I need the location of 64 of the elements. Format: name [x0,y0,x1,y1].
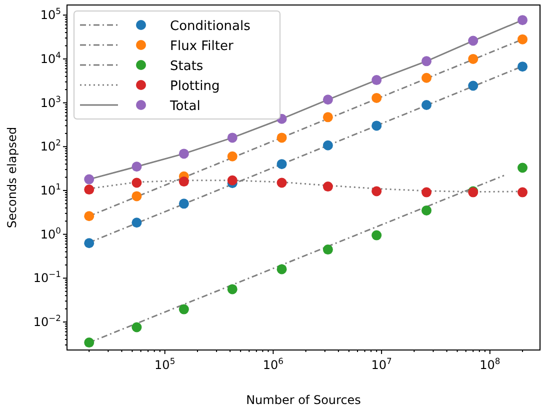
x-tick-label: 10$^{6}$ [262,356,284,372]
point [518,187,528,198]
point [178,304,189,314]
x-axis-title: Number of Sources [246,393,361,407]
point [422,187,432,198]
legend-label: Flux Filter [170,39,234,54]
legend-label: Total [169,99,200,114]
x-tick-label: 10$^{8}$ [480,356,500,372]
point [132,322,142,332]
point [372,186,382,196]
point [372,92,382,103]
legend-label: Stats [170,59,204,74]
x-tick-label: 10$^{7}$ [371,356,392,372]
point [178,148,189,159]
point [132,178,142,188]
point [276,178,287,188]
point [132,191,142,202]
point [372,120,382,131]
point [518,162,528,173]
point [322,244,333,255]
point [227,284,238,294]
point [84,238,94,248]
point [422,205,432,216]
y-tick-label: 10$^{5}$ [40,6,61,22]
point [322,94,333,105]
y-tick-label: 10$^{4}$ [40,50,61,66]
y-axis-title: Seconds elapsed [5,126,19,228]
point [227,151,238,162]
y-tick-label: 10$^{−1}$ [33,269,61,286]
point [84,174,94,184]
point [84,211,94,222]
point [276,132,287,143]
point [322,182,333,192]
point [322,112,333,122]
legend-label: Conditionals [170,19,251,34]
point [468,36,478,46]
point [372,75,382,86]
y-tick-label: 10$^{1}$ [40,181,61,198]
point [178,198,189,209]
y-tick-label: 10$^{3}$ [40,94,61,110]
point [227,132,238,143]
point [84,184,94,195]
point [178,176,189,187]
point [468,80,478,91]
point [322,140,333,150]
point [468,54,478,64]
point [518,15,528,26]
y-tick-label: 10$^{2}$ [40,138,61,154]
point [422,100,432,110]
point [372,230,382,240]
point [227,175,238,186]
point [422,56,432,66]
point [518,62,528,72]
y-tick-label: 10$^{0}$ [40,225,61,242]
point [132,218,142,228]
point [84,338,94,348]
legend-label: Plotting [170,79,220,94]
point [422,72,432,83]
y-tick-label: 10$^{−2}$ [33,313,61,330]
point [518,34,528,44]
point [276,159,287,170]
x-tick-label: 10$^{5}$ [154,356,176,372]
point [132,162,142,172]
point [276,264,287,274]
